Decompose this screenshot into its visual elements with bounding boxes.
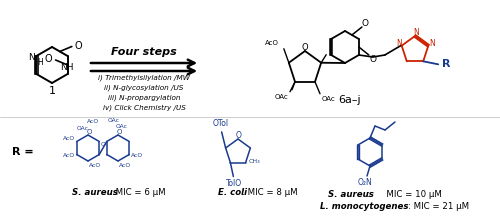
Text: L. monocytogenes: L. monocytogenes — [320, 202, 408, 211]
Text: E. coli: E. coli — [218, 187, 247, 196]
Text: OAc: OAc — [116, 123, 128, 128]
Text: OAc: OAc — [322, 96, 336, 102]
Text: iii) N-propargylation: iii) N-propargylation — [108, 95, 180, 101]
Text: R =: R = — [12, 147, 34, 157]
Text: N: N — [413, 28, 419, 37]
Text: N: N — [430, 39, 435, 48]
Text: OTol: OTol — [212, 119, 228, 128]
Text: : MIC = 8 μM: : MIC = 8 μM — [242, 187, 298, 196]
Text: AcO: AcO — [132, 153, 143, 158]
Text: iv) Click Chemistry /US: iv) Click Chemistry /US — [102, 105, 186, 111]
Text: : MIC = 21 μM: : MIC = 21 μM — [408, 202, 469, 211]
Text: ii) N-glycosylation /US: ii) N-glycosylation /US — [104, 85, 184, 91]
Text: O: O — [362, 18, 368, 28]
Text: O: O — [302, 42, 308, 51]
Text: Four steps: Four steps — [111, 47, 177, 57]
Text: TolO: TolO — [226, 179, 242, 188]
Text: :      MIC = 10 μM: : MIC = 10 μM — [367, 189, 442, 198]
Text: OAc: OAc — [274, 94, 288, 100]
Text: i) Trimethylsilylation /MW: i) Trimethylsilylation /MW — [98, 75, 190, 81]
Text: OAc: OAc — [108, 117, 120, 123]
Text: O: O — [100, 141, 105, 147]
Text: AcO: AcO — [119, 163, 131, 167]
Text: OAc: OAc — [77, 125, 89, 130]
Text: AcO: AcO — [62, 136, 74, 141]
Text: O: O — [236, 130, 242, 139]
Text: O: O — [45, 54, 52, 64]
Text: CH₃: CH₃ — [248, 159, 260, 164]
Text: O: O — [370, 55, 376, 64]
Text: O₂N: O₂N — [358, 178, 372, 187]
Text: H: H — [38, 58, 43, 67]
Text: N: N — [28, 53, 34, 62]
Text: 1: 1 — [48, 86, 56, 96]
Text: S. aureus: S. aureus — [72, 187, 118, 196]
Text: N: N — [396, 39, 402, 48]
Text: R: R — [442, 59, 450, 69]
Text: AcO: AcO — [62, 153, 74, 158]
Text: O: O — [75, 40, 82, 51]
Text: O: O — [86, 129, 92, 135]
Text: AcO: AcO — [89, 163, 101, 167]
Text: : MIC = 6 μM: : MIC = 6 μM — [110, 187, 166, 196]
Text: O: O — [116, 129, 121, 135]
Text: AcO: AcO — [265, 40, 279, 46]
Text: NH: NH — [60, 63, 74, 72]
Text: AcO: AcO — [87, 119, 99, 123]
Text: 6a–j: 6a–j — [338, 95, 361, 105]
Text: S. aureus: S. aureus — [328, 189, 374, 198]
